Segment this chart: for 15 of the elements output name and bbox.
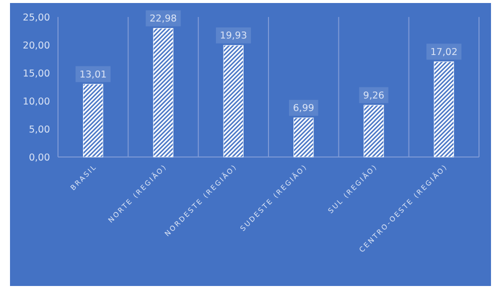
data-label: 22,98 [150,14,177,25]
y-tick-label: 15,00 [22,68,50,80]
bar [223,45,244,158]
data-label: 6,99 [293,103,314,114]
y-tick-label: 25,00 [22,12,50,24]
data-label: 19,93 [220,30,248,42]
data-label: 13,01 [79,69,107,80]
data-label: 9,26 [363,90,384,102]
y-tick-label: 10,00 [22,96,50,108]
y-tick-label: 5,00 [28,124,50,136]
bar [153,28,174,158]
bar [294,118,314,158]
y-tick-label: 20,00 [22,40,50,52]
data-label: 17,02 [430,47,458,58]
y-tick-label: 0,00 [28,152,50,164]
